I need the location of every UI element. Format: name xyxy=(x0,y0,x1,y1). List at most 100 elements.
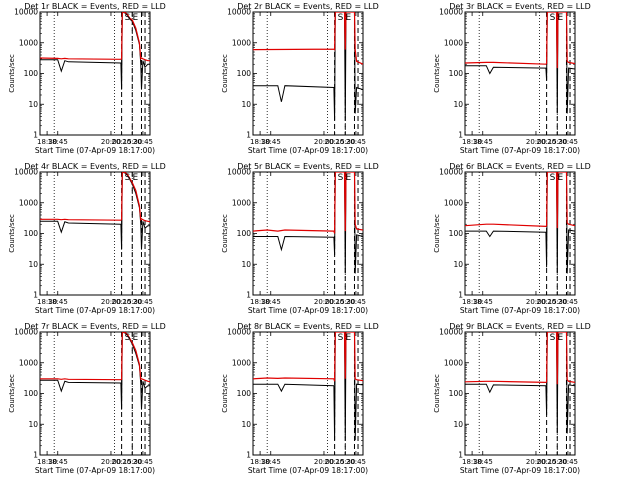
chart-panel-5: Det 5r BLACK = Events, RED = LLD 1 10 100 10… xyxy=(221,162,379,315)
y-axis-label: Counts/sec xyxy=(433,54,441,93)
y-axis-label: Counts/sec xyxy=(8,214,16,253)
plot-frame xyxy=(464,11,576,136)
x-tick-label: 18:30 xyxy=(462,458,482,466)
x-tick-label: 18:45 xyxy=(261,458,281,466)
x-axis-label: Start Time (07-Apr-09 18:17:00) xyxy=(248,146,368,155)
plot-area xyxy=(465,12,575,135)
x-tick-label: 18:30 xyxy=(37,298,57,306)
plot-frame xyxy=(39,331,151,456)
x-axis-label: Start Time (07-Apr-09 18:17:00) xyxy=(460,466,580,475)
y-tick-label: 10000 xyxy=(439,328,463,337)
x-tick-label: 20:30 xyxy=(122,298,142,306)
x-tick-label: 20:00 xyxy=(526,458,546,466)
y-tick-label: 1000 xyxy=(232,38,251,47)
x-tick-label: 20:45 xyxy=(558,298,578,306)
x-tick-label: 20:15 xyxy=(325,458,345,466)
x-tick-label: 20:15 xyxy=(325,138,345,146)
series-line-lld xyxy=(40,12,150,62)
y-tick-label: 100 xyxy=(449,69,464,78)
marker-letter: S xyxy=(550,173,556,183)
x-tick-label: 20:45 xyxy=(558,458,578,466)
y-tick-label: 100 xyxy=(237,389,252,398)
x-tick-label: 20:45 xyxy=(346,138,366,146)
chart-title: Det 4r BLACK = Events, RED = LLD xyxy=(24,162,166,171)
y-tick-label: 10000 xyxy=(439,168,463,177)
x-tick-label: 18:45 xyxy=(261,138,281,146)
x-tick-label: 20:30 xyxy=(122,458,142,466)
series-line-events xyxy=(465,12,575,114)
x-tick-label: 18:30 xyxy=(37,138,57,146)
y-tick-label: 10000 xyxy=(14,168,38,177)
x-axis-label: Start Time (07-Apr-09 18:17:00) xyxy=(460,146,580,155)
y-tick-label: 1000 xyxy=(444,198,463,207)
plot-area xyxy=(40,332,150,455)
y-tick-label: 10 xyxy=(241,260,251,269)
x-tick-label: 20:00 xyxy=(526,298,546,306)
x-tick-label: 20:30 xyxy=(547,458,567,466)
y-tick-label: 100 xyxy=(449,229,464,238)
y-tick-label: 100 xyxy=(24,69,39,78)
y-tick-label: 1000 xyxy=(444,358,463,367)
x-axis-label: Start Time (07-Apr-09 18:17:00) xyxy=(248,466,368,475)
chart-title: Det 7r BLACK = Events, RED = LLD xyxy=(24,322,166,331)
x-tick-label: 20:15 xyxy=(537,138,557,146)
y-tick-label: 1 xyxy=(33,451,38,460)
x-tick-label: 20:30 xyxy=(122,138,142,146)
marker-letter: S xyxy=(550,333,556,343)
y-tick-label: 10 xyxy=(28,420,38,429)
marker-letter: E xyxy=(345,13,351,23)
y-axis-label: Counts/sec xyxy=(433,374,441,413)
x-tick-label: 18:45 xyxy=(48,458,68,466)
y-tick-label: 100 xyxy=(24,389,39,398)
x-tick-label: 20:15 xyxy=(325,298,345,306)
marker-letter: E xyxy=(557,13,563,23)
chart-title: Det 5r BLACK = Events, RED = LLD xyxy=(237,162,379,171)
y-tick-label: 10 xyxy=(453,420,463,429)
plot-frame xyxy=(252,171,364,296)
x-tick-label: 18:30 xyxy=(250,458,270,466)
y-tick-label: 1000 xyxy=(444,38,463,47)
x-axis-label: Start Time (07-Apr-09 18:17:00) xyxy=(460,306,580,315)
chart-title: Det 1r BLACK = Events, RED = LLD xyxy=(24,2,166,11)
x-tick-label: 18:30 xyxy=(37,458,57,466)
series-line-events xyxy=(253,172,363,274)
y-tick-label: 10000 xyxy=(227,8,251,17)
y-tick-label: 10 xyxy=(241,100,251,109)
chart-title: Det 3r BLACK = Events, RED = LLD xyxy=(449,2,591,11)
y-axis-label: Counts/sec xyxy=(8,54,16,93)
y-tick-label: 10 xyxy=(453,260,463,269)
x-tick-label: 20:00 xyxy=(526,138,546,146)
x-axis-label: Start Time (07-Apr-09 18:17:00) xyxy=(35,466,155,475)
marker-letter: E xyxy=(345,333,351,343)
x-axis-label: Start Time (07-Apr-09 18:17:00) xyxy=(248,306,368,315)
series-line-events xyxy=(253,332,363,441)
y-tick-label: 10000 xyxy=(227,328,251,337)
y-tick-label: 10000 xyxy=(439,8,463,17)
x-tick-label: 20:30 xyxy=(335,138,355,146)
series-line-lld xyxy=(253,12,363,65)
y-tick-label: 10000 xyxy=(14,8,38,17)
chart-panel-1: Det 1r BLACK = Events, RED = LLD 1 10 100 10… xyxy=(8,2,166,155)
x-tick-label: 20:45 xyxy=(346,458,366,466)
x-tick-label: 20:15 xyxy=(537,458,557,466)
chart-panel-9: Det 9r BLACK = Events, RED = LLD 1 10 100 10… xyxy=(433,322,591,475)
series-line-lld xyxy=(253,172,363,234)
series-line-events xyxy=(253,12,363,121)
x-tick-label: 20:45 xyxy=(558,138,578,146)
marker-letter: S xyxy=(125,333,131,343)
y-axis-label: Counts/sec xyxy=(8,374,16,413)
x-tick-label: 20:00 xyxy=(314,138,334,146)
x-tick-label: 20:00 xyxy=(101,458,121,466)
x-tick-label: 20:00 xyxy=(101,298,121,306)
y-tick-label: 1000 xyxy=(19,38,38,47)
marker-letter: E xyxy=(345,173,351,183)
x-tick-label: 20:15 xyxy=(112,298,132,306)
y-tick-label: 10 xyxy=(241,420,251,429)
plot-area xyxy=(465,332,575,455)
marker-letter: E xyxy=(132,13,138,23)
chart-panel-4: Det 4r BLACK = Events, RED = LLD 1 10 100 10… xyxy=(8,162,166,315)
x-tick-label: 20:30 xyxy=(335,298,355,306)
marker-letter: S xyxy=(125,173,131,183)
series-line-lld xyxy=(40,332,150,383)
